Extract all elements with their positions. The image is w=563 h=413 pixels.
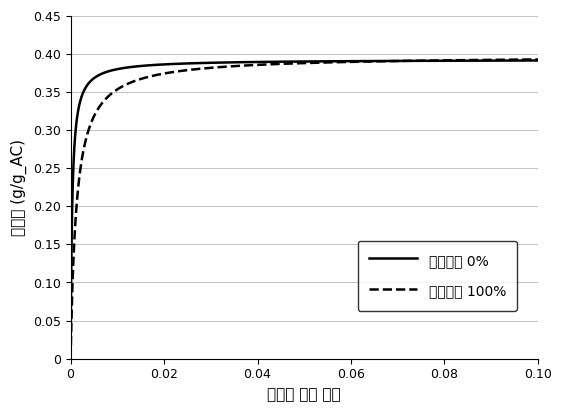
상대습도 0% <box>67 356 74 361</box>
X-axis label: 톨루엔 상대 압력: 톨루엔 상대 압력 <box>267 387 341 402</box>
상대습도 0% <box>504 58 511 63</box>
상대습도 0% <box>535 58 542 63</box>
Line: 상대습도 0%: 상대습도 0% <box>70 60 538 358</box>
상대습도 0% <box>489 58 495 63</box>
Line: 상대습도 100%: 상대습도 100% <box>70 59 538 358</box>
상대습도 0% <box>159 62 166 67</box>
상대습도 0% <box>501 58 507 63</box>
상대습도 100% <box>67 356 74 361</box>
Legend: 상대습도 0%, 상대습도 100%: 상대습도 0%, 상대습도 100% <box>358 240 517 311</box>
상대습도 100% <box>504 57 511 62</box>
상대습도 0% <box>390 59 397 64</box>
상대습도 100% <box>390 59 397 64</box>
상대습도 100% <box>293 61 300 66</box>
상대습도 0% <box>293 59 300 64</box>
상대습도 100% <box>159 71 166 76</box>
상대습도 100% <box>535 57 542 62</box>
상대습도 100% <box>489 57 495 62</box>
Y-axis label: 흡착량 (g/g_AC): 흡착량 (g/g_AC) <box>11 139 28 236</box>
상대습도 100% <box>501 57 507 62</box>
